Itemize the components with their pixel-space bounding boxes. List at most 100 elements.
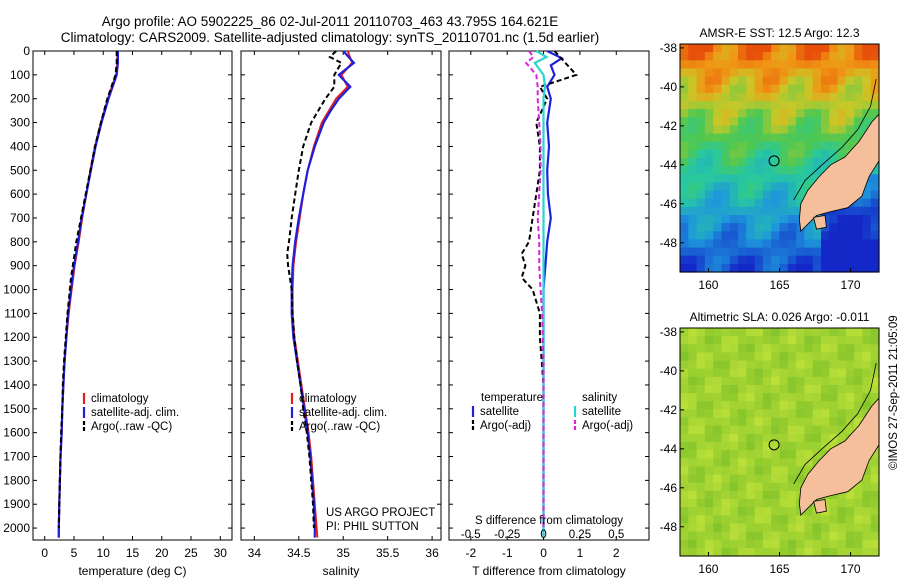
lon-tick-label: 170 bbox=[841, 562, 861, 576]
map-cell bbox=[804, 547, 814, 557]
map-cell bbox=[738, 442, 747, 451]
map-cell bbox=[762, 466, 772, 476]
map-cell bbox=[845, 68, 855, 78]
map-cell bbox=[829, 263, 839, 273]
map-cell bbox=[787, 68, 797, 78]
map-cell bbox=[804, 255, 814, 265]
map-cell bbox=[762, 255, 772, 265]
map-cell bbox=[696, 442, 706, 451]
map-cell bbox=[762, 149, 772, 159]
map-cell bbox=[713, 450, 723, 459]
map-cell bbox=[704, 231, 714, 240]
depth-tick-label: 1900 bbox=[3, 497, 30, 511]
map-cell bbox=[704, 336, 714, 345]
map-cell bbox=[862, 531, 872, 541]
map-cell bbox=[754, 133, 764, 143]
map-cell bbox=[738, 84, 747, 94]
map-cell bbox=[854, 60, 863, 69]
map-cell bbox=[829, 76, 839, 86]
map-cell bbox=[854, 117, 863, 126]
map-cell bbox=[870, 482, 880, 492]
map-cell bbox=[696, 223, 706, 232]
map-cell bbox=[837, 336, 847, 345]
map-cell bbox=[696, 76, 706, 86]
map-cell bbox=[754, 523, 764, 533]
map-cell bbox=[704, 166, 714, 175]
x-tick-label: 36 bbox=[425, 546, 439, 560]
map-cell bbox=[704, 450, 714, 459]
map-cell bbox=[804, 531, 814, 541]
map-cell bbox=[796, 344, 805, 353]
map-cell bbox=[771, 499, 781, 508]
map-cell bbox=[729, 92, 739, 102]
depth-tick-label: 300 bbox=[10, 116, 30, 130]
map-cell bbox=[680, 76, 689, 86]
map-cell bbox=[771, 231, 781, 240]
map-cell bbox=[854, 393, 863, 402]
lon-tick-label: 165 bbox=[769, 278, 789, 292]
map-cell bbox=[845, 255, 855, 265]
map-cell bbox=[721, 482, 731, 492]
map-cell bbox=[688, 44, 698, 53]
map-cell bbox=[754, 336, 764, 345]
map-cell bbox=[704, 133, 714, 143]
map-cell bbox=[729, 433, 739, 443]
map-cell bbox=[829, 425, 839, 435]
map-cell bbox=[704, 523, 714, 533]
map-cell bbox=[829, 101, 839, 110]
map-cell bbox=[754, 174, 764, 183]
map-cell bbox=[754, 368, 764, 378]
map-cell bbox=[796, 385, 805, 394]
map-cell bbox=[713, 52, 723, 61]
map-cell bbox=[721, 206, 731, 216]
map-cell bbox=[787, 393, 797, 402]
map-cell bbox=[829, 231, 839, 240]
depth-tick-label: 2000 bbox=[3, 521, 30, 535]
map-cell bbox=[845, 376, 855, 386]
map-cell bbox=[837, 68, 847, 78]
map-cell bbox=[762, 231, 772, 240]
map-cell bbox=[746, 255, 756, 265]
map-cell bbox=[812, 149, 822, 159]
map-cell bbox=[754, 474, 764, 484]
x-tick-label: -1 bbox=[502, 546, 513, 560]
map-cell bbox=[754, 507, 764, 516]
map-cell bbox=[680, 499, 689, 508]
map-cell bbox=[704, 206, 714, 216]
map-cell bbox=[804, 368, 814, 378]
map-cell bbox=[854, 133, 863, 143]
x-tick-label: 30 bbox=[214, 546, 228, 560]
map-cell bbox=[696, 239, 706, 249]
map-cell bbox=[762, 125, 772, 135]
map-cell bbox=[787, 158, 797, 167]
map-cell bbox=[704, 263, 714, 273]
map-cell bbox=[821, 117, 830, 126]
map-cell bbox=[779, 149, 789, 159]
map-cell bbox=[829, 52, 839, 61]
map-cell bbox=[829, 515, 839, 524]
map-cell bbox=[812, 158, 822, 167]
map-cell bbox=[746, 523, 756, 533]
map-cell bbox=[821, 239, 830, 249]
map-cell bbox=[779, 92, 789, 102]
map-cell bbox=[804, 92, 814, 102]
map-cell bbox=[779, 368, 789, 378]
map-cell bbox=[870, 352, 880, 362]
map-cell bbox=[796, 352, 805, 362]
map-cell bbox=[713, 499, 723, 508]
map-cell bbox=[713, 174, 723, 183]
lat-tick-label: -48 bbox=[660, 236, 678, 250]
legend-label: satellite-adj. clim. bbox=[299, 407, 387, 419]
map-cell bbox=[870, 255, 880, 265]
map-cell bbox=[738, 368, 747, 378]
map-cell bbox=[721, 52, 731, 61]
map-cell bbox=[829, 539, 839, 549]
map-cell bbox=[779, 539, 789, 549]
map-cell bbox=[862, 344, 872, 353]
map-cell bbox=[696, 158, 706, 167]
map-cell bbox=[837, 393, 847, 402]
map-cell bbox=[713, 133, 723, 143]
map-cell bbox=[787, 215, 797, 224]
map-cell bbox=[704, 190, 714, 200]
x-tick-label: 34.5 bbox=[287, 546, 311, 560]
